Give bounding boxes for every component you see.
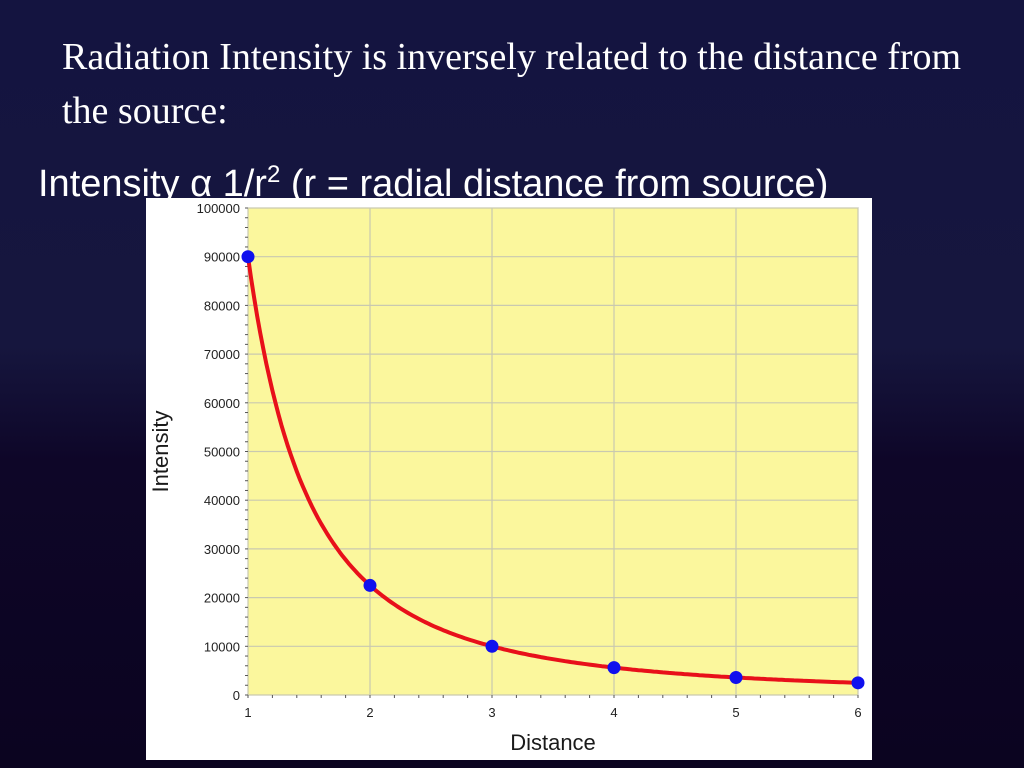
- y-tick-label: 80000: [204, 298, 240, 313]
- data-point: [729, 670, 743, 684]
- y-axis-label: Intensity: [148, 411, 173, 493]
- y-tick-label: 10000: [204, 639, 240, 654]
- y-tick-label: 20000: [204, 591, 240, 606]
- y-tick-label: 90000: [204, 250, 240, 265]
- intensity-distance-chart: 0 10000 20000 30000 40000 50000 60000 70000 8000…: [148, 201, 865, 755]
- data-point: [241, 250, 255, 264]
- y-tick-label: 50000: [204, 445, 240, 460]
- y-tick-label: 70000: [204, 347, 240, 362]
- y-tick-label: 100000: [197, 201, 240, 216]
- chart-panel: 0 10000 20000 30000 40000 50000 60000 70000 8000…: [146, 198, 872, 760]
- x-tick-label: 1: [244, 705, 251, 720]
- data-point: [485, 639, 499, 653]
- data-points: [241, 250, 865, 690]
- data-point: [851, 676, 865, 690]
- data-point: [363, 578, 377, 592]
- y-tick-label: 60000: [204, 396, 240, 411]
- grid-lines: [247, 207, 859, 696]
- x-tick-label: 3: [488, 705, 495, 720]
- x-axis-ticks: 1 2 3 4 5 6: [244, 695, 862, 720]
- x-axis-label: Distance: [510, 730, 596, 755]
- x-tick-label: 5: [732, 705, 739, 720]
- x-tick-label: 4: [610, 705, 617, 720]
- data-point: [607, 661, 621, 675]
- y-tick-label: 0: [233, 688, 240, 703]
- y-tick-label: 40000: [204, 493, 240, 508]
- x-tick-label: 2: [366, 705, 373, 720]
- x-tick-label: 6: [854, 705, 861, 720]
- y-tick-label: 30000: [204, 542, 240, 557]
- formula-exponent: 2: [266, 161, 281, 188]
- slide-heading: Radiation Intensity is inversely related…: [62, 36, 962, 132]
- series-curve: [246, 256, 859, 685]
- y-axis-ticks: 0 10000 20000 30000 40000 50000 60000 70000 8000…: [197, 201, 248, 703]
